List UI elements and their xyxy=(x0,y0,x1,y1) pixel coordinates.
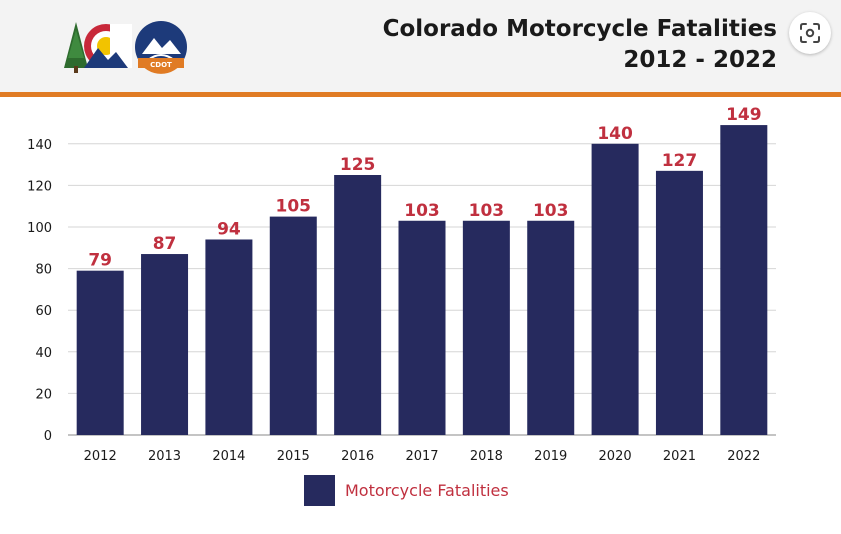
x-tick-label-2019: 2019 xyxy=(534,449,567,464)
x-tick-label-2013: 2013 xyxy=(148,449,181,464)
data-label-2012: 79 xyxy=(88,251,112,271)
data-label-2019: 103 xyxy=(533,201,569,221)
bar-2019 xyxy=(527,220,575,435)
bar-2021 xyxy=(655,170,703,435)
y-tick-label: 80 xyxy=(35,263,52,278)
data-label-2020: 140 xyxy=(597,124,633,144)
y-tick-label: 140 xyxy=(27,138,52,153)
google-lens-button[interactable] xyxy=(789,12,831,54)
bar-2013 xyxy=(141,254,189,435)
y-tick-label: 120 xyxy=(27,179,52,194)
x-tick-label-2017: 2017 xyxy=(405,449,438,464)
cdot-logo-text: CDOT xyxy=(150,61,172,69)
data-label-2015: 105 xyxy=(276,197,312,217)
x-tick-label-2021: 2021 xyxy=(663,449,696,464)
header-bar: CDOT Colorado Motorcycle Fatalities 2012… xyxy=(0,0,841,92)
x-tick-label-2022: 2022 xyxy=(727,449,760,464)
bar-2012 xyxy=(76,270,124,435)
data-label-2018: 103 xyxy=(469,201,505,221)
cdot-logo: CDOT xyxy=(135,21,187,74)
bar-2018 xyxy=(462,220,510,435)
chart-title: Colorado Motorcycle Fatalities 2012 - 20… xyxy=(383,14,777,76)
bar-2020 xyxy=(591,143,639,436)
data-label-2014: 94 xyxy=(217,219,241,239)
x-tick-label-2016: 2016 xyxy=(341,449,374,464)
bar-2016 xyxy=(334,175,382,435)
bar-chart: 0 20 40 60 80 100 120 140 79 2012 87 2013 94 2014 105 2… xyxy=(27,105,776,464)
title-line-1: Colorado Motorcycle Fatalities xyxy=(382,16,777,42)
y-tick-label: 0 xyxy=(44,429,52,444)
colorado-logo xyxy=(64,22,132,73)
bar-2014 xyxy=(205,239,253,435)
legend-label: Motorcycle Fatalities xyxy=(345,480,509,500)
header-accent-rule xyxy=(0,92,841,97)
google-lens-icon xyxy=(800,23,820,43)
y-tick-label: 60 xyxy=(35,304,52,319)
data-label-2021: 127 xyxy=(662,151,698,171)
x-tick-label-2018: 2018 xyxy=(470,449,503,464)
y-tick-label: 100 xyxy=(27,221,52,236)
legend-swatch xyxy=(304,474,335,506)
bar-2022 xyxy=(720,125,768,435)
x-tick-label-2015: 2015 xyxy=(277,449,310,464)
x-tick-label-2014: 2014 xyxy=(212,449,245,464)
data-label-2016: 125 xyxy=(340,155,376,175)
bar-2015 xyxy=(269,216,317,435)
title-line-2: 2012 - 2022 xyxy=(623,47,777,73)
bar-2017 xyxy=(398,220,446,435)
x-tick-label-2012: 2012 xyxy=(84,449,117,464)
legend: Motorcycle Fatalities xyxy=(304,474,509,506)
data-label-2017: 103 xyxy=(404,201,440,221)
x-tick-label-2020: 2020 xyxy=(599,449,632,464)
y-tick-label: 40 xyxy=(35,346,52,361)
data-label-2022: 149 xyxy=(726,105,762,125)
y-tick-label: 20 xyxy=(35,387,52,402)
data-label-2013: 87 xyxy=(153,234,177,254)
